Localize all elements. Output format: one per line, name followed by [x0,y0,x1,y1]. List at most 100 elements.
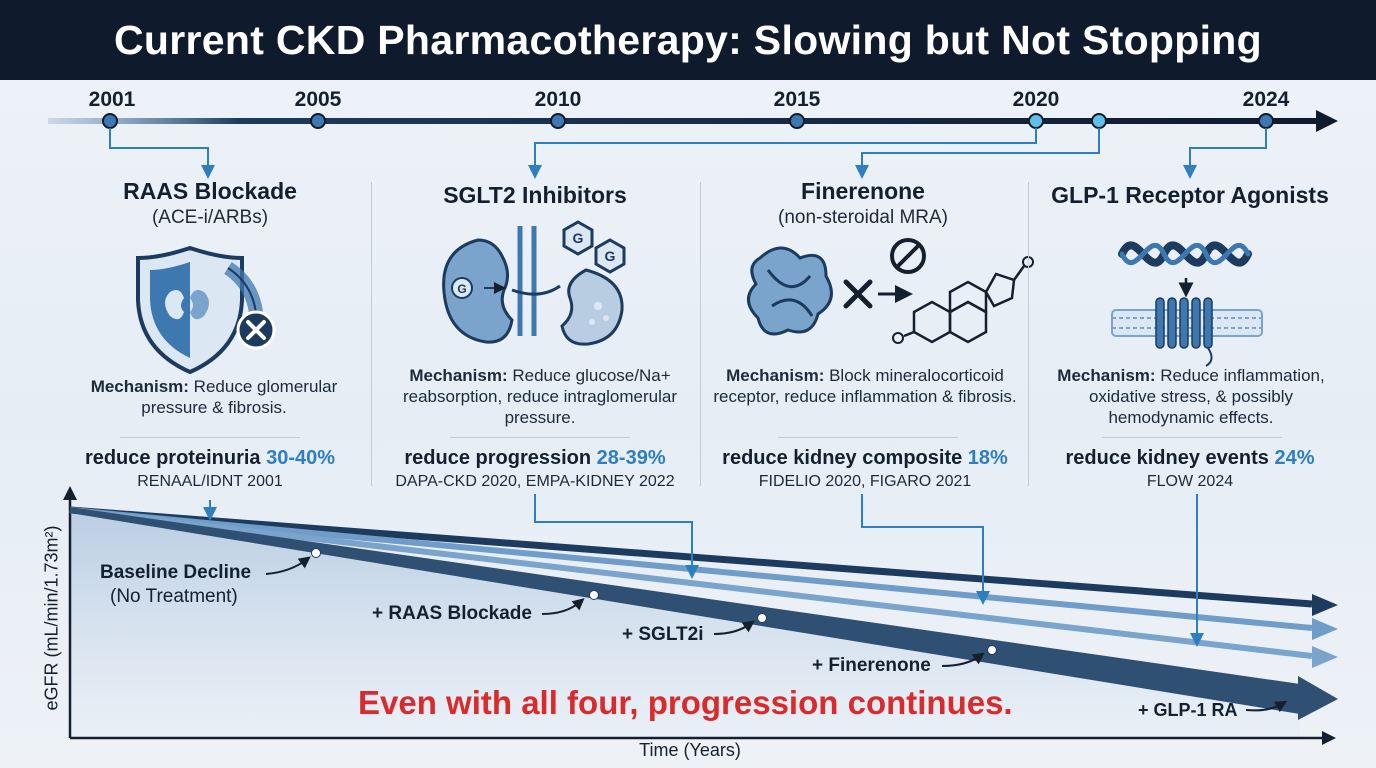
label-finerenone: + Finerenone [812,655,931,676]
mechanism-text: Reduce glomerular pressure & fibrosis. [141,377,338,417]
label-baseline: Baseline Decline [100,562,252,583]
column-divider [371,182,372,486]
effect-text: reduce kidney composite [722,447,963,469]
shield-kidney-icon [136,245,276,375]
x-axis-arrowhead [1322,731,1336,745]
card-divider [120,437,300,438]
title-bar [0,0,1376,80]
effect-pct: 18% [967,447,1008,469]
card-subtitle: (non-steroidal MRA) [778,207,948,228]
mechanism-label: Mechanism: [726,366,825,385]
y-axis-label: eGFR (mL/min/1.73m²) [41,525,62,711]
label-baseline-sub: (No Treatment) [110,586,238,607]
x-axis-label: Time (Years) [639,740,741,760]
mechanism-label: Mechanism: [409,366,508,385]
effect-text: reduce kidney events [1065,447,1269,469]
node-glp1 [987,645,997,655]
timeline-connectors [109,128,1267,179]
card-glp1: GLP-1 Receptor Agonists [1040,176,1340,210]
drop-connector-sglt2 [534,494,699,579]
timeline-marker-2001 [102,113,118,129]
card-finerenone: Finerenone (non-steroidal MRA) [733,176,993,230]
svg-text:G: G [573,230,584,246]
warning-message: Even with all four, progression continue… [358,684,1013,721]
card-effect: reduce proteinuria 30-40% [60,447,360,470]
trajectory-baseline [70,507,1300,714]
card-title: SGLT2 Inhibitors [443,182,627,208]
card-title: RAAS Blockade [123,178,297,204]
timeline-marker-2015 [789,113,805,129]
column-divider [700,182,701,486]
year-label: 2015 [773,88,821,111]
node-raas [311,548,321,558]
effect-pct: 30-40% [266,447,336,469]
mechanism-text: Reduce inflammation, oxidative stress, &… [1088,366,1325,427]
card-divider [450,437,630,438]
card-trials: DAPA-CKD 2020, EMPA-KIDNEY 2022 [395,473,675,490]
card-trials: RENAAL/IDNT 2001 [137,473,283,490]
timeline-bar [48,118,1318,124]
card-effect: reduce kidney events 24% [1040,447,1340,470]
timeline [48,110,1338,132]
year-label: 2010 [534,88,582,111]
card-divider [778,437,958,438]
connector-raas [109,128,215,179]
trajectory-finerenone-arrowhead [1312,618,1338,640]
connector-finerenone [855,128,1100,179]
timeline-marker-2010 [550,113,566,129]
card-trials: FLOW 2024 [1146,473,1234,490]
receptor-steroid-icon [747,238,1034,344]
label-arrow-finerenone [941,652,985,667]
year-label: 2005 [294,88,342,111]
card-raas: RAAS Blockade (ACE-i/ARBs) [80,176,340,230]
card-sglt2: SGLT2 Inhibitors [405,176,665,210]
effect-pct: 24% [1274,447,1315,469]
trajectory-sglt2-arrowhead [1312,646,1338,668]
card-title: GLP-1 Receptor Agonists [1051,182,1329,208]
card-mechanism: Mechanism: Reduce inflammation, oxidativ… [1046,365,1336,428]
label-arrow-glp1 [1245,701,1288,713]
trajectory-glp1-arrowhead [1312,594,1338,616]
drop-connector-finerenone [861,494,990,605]
svg-text:G: G [605,248,616,264]
card-trials: FIDELIO 2020, FIGARO 2021 [758,473,972,490]
effect-pct: 28-39% [596,447,666,469]
mechanism-text: Block mineralocorticoid receptor, reduce… [713,366,1017,406]
connector-sglt2 [528,128,1037,179]
label-arrow-raas [541,598,585,615]
trajectory-chart [63,486,1338,745]
node-sglt2 [589,590,599,600]
kidney-glucose-icon: G G G [442,220,626,346]
label-sglt2: + SGLT2i [622,624,704,645]
timeline-marker-2005 [310,113,326,129]
label-raas: + RAAS Blockade [372,603,532,624]
card-effect: reduce kidney composite 18% [715,447,1015,470]
mechanism-label: Mechanism: [90,377,189,396]
timeline-marker-2020 [1028,113,1044,129]
trajectory-baseline-arrowhead [1298,676,1338,720]
column-divider [1028,182,1029,486]
year-label: 2001 [88,88,136,111]
trajectory-sglt2 [69,507,1313,659]
card-divider [1102,437,1282,438]
card-mechanism: Mechanism: Block mineralocorticoid recep… [712,365,1018,407]
timeline-marker-2024 [1258,113,1274,129]
year-label: 2020 [1012,88,1060,111]
svg-text:G: G [457,282,466,296]
connector-glp1 [1183,128,1267,179]
card-mechanism: Mechanism: Reduce glomerular pressure & … [74,376,354,418]
label-arrow-sglt2 [713,620,755,635]
card-effect: reduce progression 28-39% [385,447,685,470]
decline-area [70,510,1300,738]
effect-text: reduce progression [404,447,592,469]
year-label: 2024 [1242,88,1290,111]
label-glp1: + GLP-1 RA [1138,700,1238,720]
y-axis-arrowhead [63,486,77,500]
page-title: Current CKD Pharmacotherapy: Slowing but… [114,17,1262,63]
card-subtitle: (ACE-i/ARBs) [151,207,269,228]
mechanism-text: Reduce glucose/Na+ reabsorption, reduce … [402,366,678,427]
timeline-arrowhead [1316,110,1338,132]
card-title: Finerenone [801,178,925,204]
mechanism-label: Mechanism: [1057,366,1156,385]
